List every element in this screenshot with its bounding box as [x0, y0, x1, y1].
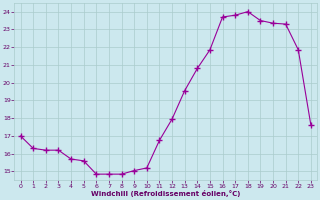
X-axis label: Windchill (Refroidissement éolien,°C): Windchill (Refroidissement éolien,°C) — [91, 190, 240, 197]
